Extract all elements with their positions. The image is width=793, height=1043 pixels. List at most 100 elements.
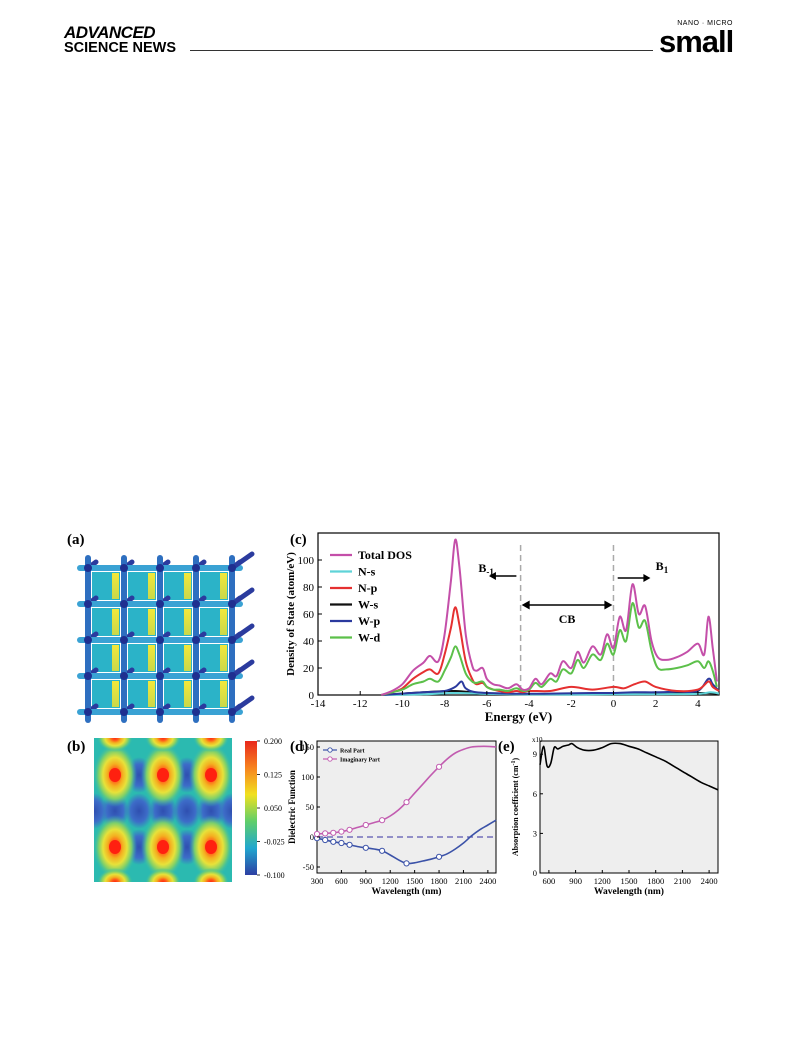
publisher-brand-line1: ADVANCED (64, 23, 156, 42)
x-tick-label: 1800 (647, 876, 664, 886)
y-tick-label: 0 (310, 832, 314, 842)
panel-c-label: (c) (290, 532, 307, 548)
colorbar-tick-label: 0.125 (264, 771, 282, 780)
colorbar (245, 741, 257, 875)
data-point (330, 829, 337, 836)
x-tick-label: -2 (567, 698, 576, 710)
x-tick-label: -10 (395, 698, 410, 710)
y-tick-label: 6 (533, 789, 537, 799)
legend-label: Total DOS (358, 548, 412, 562)
charge-density-map (94, 738, 232, 882)
x-tick-label: 1200 (382, 876, 399, 886)
x-tick-label: 0 (611, 698, 617, 710)
y-tick-label: 9 (533, 749, 537, 759)
annotation-arrowhead (604, 600, 613, 610)
y-tick-label: 0 (533, 868, 537, 878)
panel-d-label: (d) (290, 739, 308, 755)
x-tick-label: 600 (335, 876, 348, 886)
journal-kicker: NANO · MICRO (677, 20, 733, 27)
x-tick-label: 900 (569, 876, 582, 886)
x-tick-label: 600 (543, 876, 556, 886)
data-point (346, 841, 353, 848)
series-line (539, 742, 719, 791)
x-tick-label: 2400 (701, 876, 718, 886)
data-point (322, 830, 329, 837)
series-line (381, 602, 718, 696)
legend-label: Real Part (340, 749, 365, 755)
plot-area (539, 740, 719, 874)
y-tick-label: 100 (301, 772, 314, 782)
data-point (346, 826, 353, 833)
data-point (362, 844, 369, 851)
x-tick-label: 1500 (406, 876, 423, 886)
journal-logo: NANO · MICRO small (659, 20, 734, 59)
x-tick-label: -14 (311, 698, 326, 710)
x-tick-label: -6 (482, 698, 492, 710)
legend-label: W-p (358, 614, 381, 628)
x-tick-label: -8 (440, 698, 450, 710)
data-point (378, 847, 386, 854)
annotation-arrowhead (521, 600, 530, 610)
colorbar-tick-label: 0.200 (264, 737, 282, 746)
data-point (378, 817, 386, 824)
y-axis-title: Dielectric Function (287, 770, 297, 844)
data-point (338, 839, 345, 847)
colorbar-tick-label: 0.050 (264, 804, 282, 813)
legend-marker (327, 756, 333, 762)
annotation-cb: CB (559, 612, 576, 626)
data-point (435, 853, 443, 860)
y-tick-label: 50 (306, 802, 315, 812)
panel-e-label: (e) (498, 739, 515, 755)
y-scale-multiplier: x10 (532, 736, 543, 744)
x-tick-label: 900 (359, 876, 372, 886)
legend-label: W-d (358, 631, 381, 645)
x-tick-label: 2400 (479, 876, 496, 886)
series-line (381, 606, 720, 696)
plot-area (317, 532, 720, 696)
y-tick-label: 3 (533, 828, 537, 838)
x-tick-label: -12 (353, 698, 368, 710)
y-axis-title: Density of State (atom/eV) (285, 552, 297, 676)
x-tick-label: 4 (695, 698, 701, 710)
publisher-brand-line2: SCIENCE NEWS (64, 40, 176, 56)
x-tick-label: 2100 (674, 876, 691, 886)
x-tick-label: -4 (524, 698, 534, 710)
data-point (435, 763, 443, 770)
y-tick-label: 40 (303, 636, 315, 648)
x-tick-label: 2100 (455, 876, 472, 886)
legend-label: Imaginary Part (340, 758, 380, 764)
series-line (380, 538, 718, 696)
legend-label: N-s (358, 565, 376, 579)
journal-name: small (659, 24, 734, 59)
data-point (362, 821, 369, 829)
x-tick-label: 1500 (621, 876, 638, 886)
x-tick-label: 1200 (594, 876, 611, 886)
legend-marker (327, 747, 333, 753)
data-point (322, 836, 329, 844)
x-axis-title: Wavelength (nm) (372, 886, 442, 897)
data-point (403, 799, 410, 806)
colorbar-tick-label: -0.025 (264, 838, 285, 847)
legend-label: W-s (358, 598, 379, 612)
lattice-3d-image (77, 551, 255, 723)
y-tick-label: 80 (303, 582, 315, 594)
x-tick-label: 1800 (431, 876, 448, 886)
data-point (330, 838, 337, 845)
annotation-arrowhead (488, 572, 496, 580)
x-tick-label: 2 (653, 698, 659, 710)
panel-a-label: (a) (67, 532, 85, 548)
y-tick-label: 150 (301, 742, 314, 752)
data-point (313, 830, 321, 838)
x-axis-title: Energy (eV) (485, 709, 553, 724)
x-axis-title: Wavelength (nm) (594, 886, 664, 897)
data-point (338, 828, 345, 835)
y-tick-label: 60 (303, 609, 315, 621)
colorbar-tick-label: -0.100 (264, 871, 285, 880)
publisher-logo: ADVANCED SCIENCE NEWS (64, 24, 176, 56)
header-rule (190, 50, 653, 51)
legend-label: N-p (358, 581, 378, 595)
plot-area (316, 740, 497, 874)
panel-b-label: (b) (67, 739, 85, 755)
annotation-arrowhead (643, 574, 651, 582)
